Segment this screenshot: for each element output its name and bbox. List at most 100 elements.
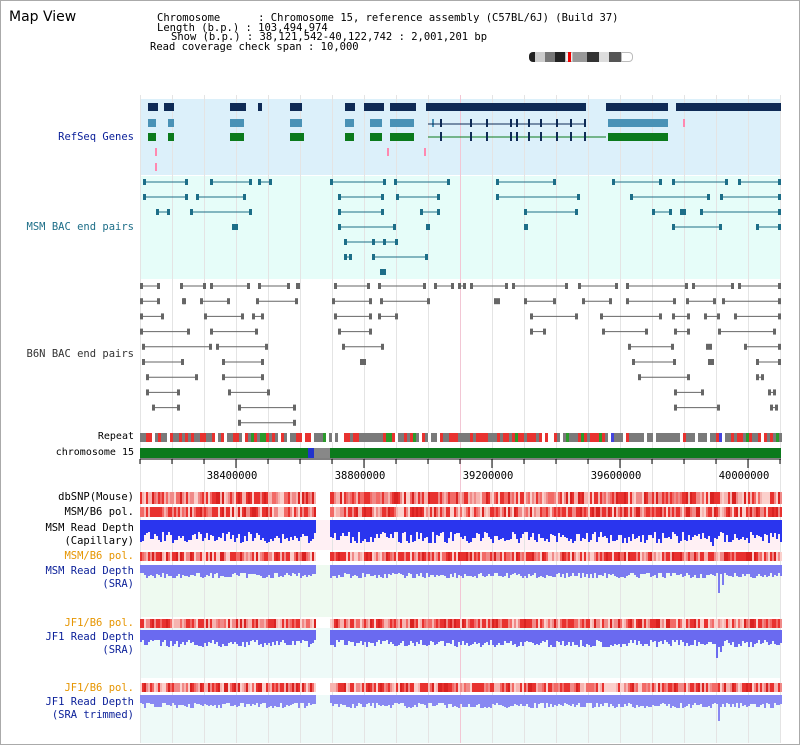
heat-cell [358, 552, 360, 561]
heat-cell [252, 492, 254, 504]
repeat-segment [770, 433, 773, 442]
depth-bar [604, 520, 606, 536]
heat-cell [748, 683, 750, 692]
heat-cell [568, 507, 570, 517]
depth-bar [718, 630, 720, 647]
depth-bar [250, 565, 252, 574]
heat-cell [228, 619, 230, 628]
heat-cell [676, 507, 678, 517]
depth-bar [742, 695, 744, 706]
depth-bar [258, 695, 260, 707]
depth-bar [572, 630, 574, 642]
heat-cell [414, 507, 416, 517]
msm-bac-end [778, 224, 781, 230]
depth-bar [422, 520, 424, 541]
depth-bar [272, 565, 274, 578]
heat-cell [564, 552, 566, 561]
depth-bar [416, 695, 418, 707]
heat-cell [530, 507, 532, 517]
b6n-bac-end [543, 328, 546, 335]
depth-bar [142, 630, 144, 640]
heat-cell [664, 619, 666, 628]
depth-bar [496, 520, 498, 536]
heat-cell [640, 552, 642, 561]
heat-cell [768, 492, 770, 504]
depth-bar [522, 520, 524, 534]
depth-bar [768, 565, 770, 576]
depth-bar [698, 695, 700, 705]
heat-cell [682, 619, 684, 628]
msm-bac-end [330, 179, 333, 185]
heat-cell [496, 552, 498, 561]
heat-cell [656, 507, 658, 517]
depth-bar [610, 520, 612, 535]
heat-cell [516, 492, 518, 504]
b6n-bac-end [209, 343, 212, 350]
depth-bar [292, 695, 294, 704]
heat-cell [682, 552, 684, 561]
heat-cell [576, 619, 578, 628]
heat-cell [430, 492, 432, 504]
depth-bar [466, 520, 468, 541]
depth-bar [696, 630, 698, 646]
heat-cell [776, 552, 778, 561]
heat-cell [434, 492, 436, 504]
depth-bar [742, 565, 744, 574]
heat-cell [544, 507, 546, 517]
repeat-segment [191, 433, 194, 442]
depth-bar [474, 695, 476, 707]
depth-bar [554, 695, 556, 705]
heat-cell [288, 507, 290, 517]
heat-cell [580, 683, 582, 692]
depth-bar [744, 695, 746, 705]
msm-bac-end [738, 179, 741, 185]
heat-cell [458, 619, 460, 628]
heat-cell [258, 552, 260, 561]
heat-cell [154, 492, 156, 504]
depth-bar [544, 695, 546, 708]
heat-cell [544, 683, 546, 692]
heat-cell [562, 619, 564, 628]
depth-bar [340, 695, 342, 704]
heat-cell [164, 683, 166, 692]
depth-bar [702, 630, 704, 644]
heat-cell [744, 619, 746, 628]
depth-bar [314, 695, 316, 704]
msm-bac-end [372, 239, 375, 245]
depth-bar [688, 520, 690, 535]
depth-bar [510, 565, 512, 575]
heat-cell [242, 683, 244, 692]
heat-cell [730, 507, 732, 517]
depth-bar [278, 520, 280, 538]
heat-cell [230, 552, 232, 561]
heat-cell [652, 492, 654, 504]
repeat-segment [233, 433, 236, 442]
heat-cell [264, 507, 266, 517]
heat-cell [676, 492, 678, 504]
depth-bar [662, 695, 664, 703]
depth-bar [178, 695, 180, 705]
repeat-segment [287, 433, 290, 442]
b6n-bac-end [177, 404, 180, 411]
depth-bar [674, 520, 676, 534]
heat-cell [658, 552, 660, 561]
heat-cell [222, 619, 224, 628]
heat-cell [388, 492, 390, 504]
depth-bar [764, 565, 766, 575]
depth-bar [536, 695, 538, 708]
depth-bar [732, 520, 734, 540]
b6n-bac-end [626, 283, 629, 289]
chromosome-ideogram[interactable] [529, 52, 633, 62]
depth-bar [170, 565, 172, 576]
depth-bar [218, 565, 220, 578]
heat-cell [176, 619, 178, 628]
axis-tick-label: 40000000 [719, 470, 770, 482]
repeat-segment [359, 433, 362, 442]
repeat-segment [161, 433, 164, 442]
depth-bar [298, 695, 300, 708]
heat-cell [678, 507, 680, 517]
heat-cell [174, 619, 176, 628]
msm-bac-end [381, 194, 384, 200]
heat-cell [200, 552, 202, 561]
